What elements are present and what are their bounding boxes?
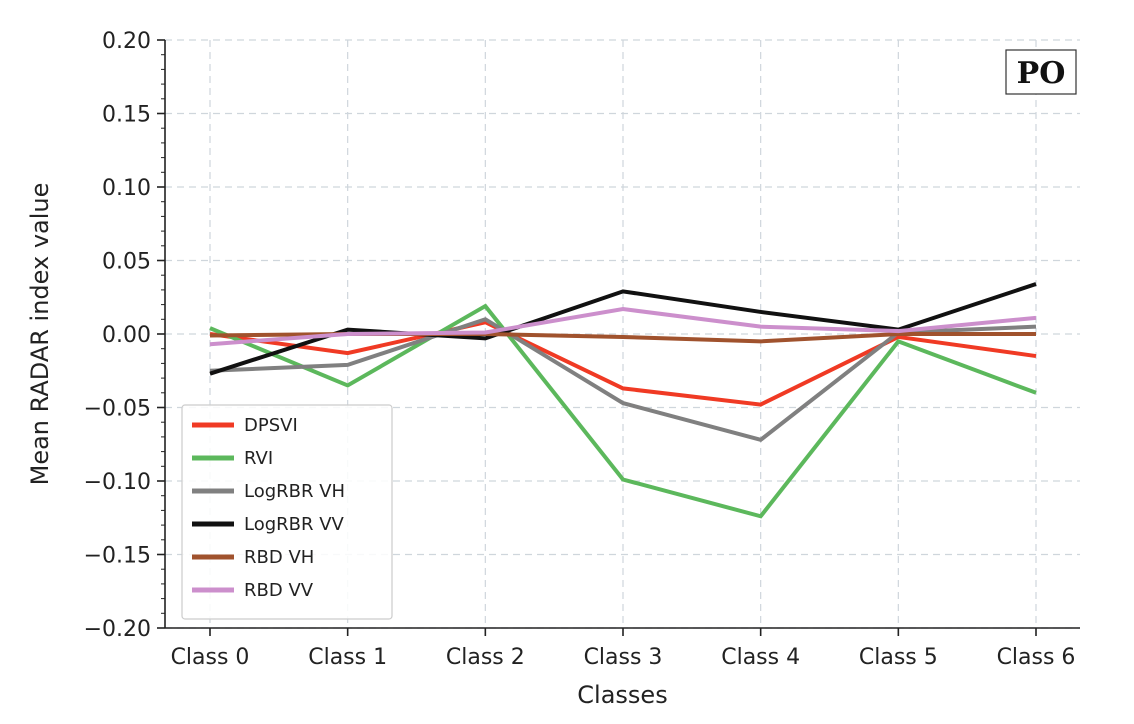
panel-label-box — [1005, 49, 1077, 95]
panel-label-text: PO — [1017, 56, 1066, 91]
x-tick-label: Class 4 — [721, 645, 800, 670]
y-tick-label: −0.05 — [84, 397, 151, 422]
series-line — [209, 303, 1037, 519]
y-tick-label: 0.10 — [102, 176, 151, 201]
legend-label: LogRBR VH — [244, 481, 345, 502]
legend-label: RVI — [244, 448, 273, 469]
x-axis-title: Classes — [577, 681, 667, 709]
x-tick-label: Class 2 — [446, 645, 525, 670]
x-tick-label: Class 6 — [997, 645, 1076, 670]
y-ticks: −0.20 −0.15 −0.10 −0.05 0.00 0.05 0.10 0.15 0.20 — [84, 29, 165, 642]
series-lines — [209, 282, 1037, 519]
x-tick-label: Class 3 — [584, 645, 663, 670]
series-line — [209, 320, 1037, 407]
legend-frame — [181, 404, 393, 620]
y-tick-label: 0.00 — [102, 323, 151, 348]
legend-label: LogRBR VV — [244, 514, 345, 535]
y-tick-label: 0.20 — [102, 29, 151, 54]
legend: DPSVI RVI LogRBR VH LogRBR VV RBD VH RBD VV — [181, 404, 393, 620]
y-tick-label: 0.05 — [102, 250, 151, 275]
x-ticks: Class 0 Class 1 Class 2 Class 3 Class 4 Class… — [171, 628, 1076, 670]
y-tick-label: −0.20 — [84, 617, 151, 642]
x-tick-label: Class 5 — [859, 645, 938, 670]
panel-label: PO — [1005, 49, 1077, 95]
y-axis-title: Mean RADAR index value — [26, 183, 54, 486]
y-tick-label: 0.15 — [102, 103, 151, 128]
legend-label: DPSVI — [244, 415, 298, 436]
legend-label: RBD VH — [244, 547, 314, 568]
series-line — [209, 306, 1037, 347]
x-tick-label: Class 1 — [308, 645, 387, 670]
y-tick-label: −0.10 — [84, 470, 151, 495]
x-tick-label: Class 0 — [171, 645, 250, 670]
y-tick-label: −0.15 — [84, 544, 151, 569]
legend-label: RBD VV — [244, 580, 314, 601]
